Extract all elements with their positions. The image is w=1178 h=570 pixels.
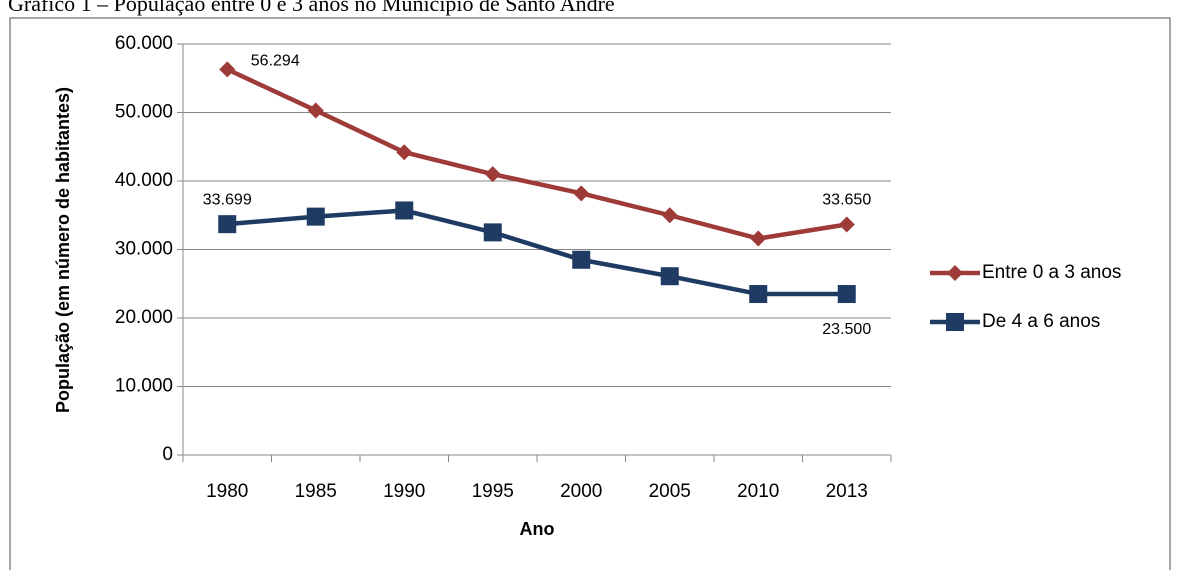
data-point [395,201,414,220]
data-point [661,207,678,224]
legend-label: Entre 0 a 3 anos [982,262,1121,283]
data-point [837,285,856,304]
chart-border [9,17,1171,570]
legend-marker [946,313,964,331]
data-point [484,166,501,183]
data-point [483,223,502,242]
data-point [660,267,679,286]
data-label: 33.699 [203,191,252,208]
y-tick-label: 30.000 [115,239,173,260]
legend-marker [947,265,963,281]
chart-title: Gráfico 1 – População entre 0 e 3 anos n… [8,0,615,16]
data-label: 33.650 [822,192,871,209]
data-point [219,61,236,78]
x-tick-label: 1995 [472,481,514,502]
x-tick-label: 2005 [649,481,691,502]
x-tick-label: 1985 [295,481,337,502]
data-point [307,102,324,119]
y-tick-label: 20.000 [115,307,173,328]
data-point [749,285,768,304]
data-point [838,216,855,233]
x-tick-label: 1980 [206,481,248,502]
x-tick-label: 2013 [826,481,868,502]
y-tick-label: 0 [162,444,173,465]
x-tick-label: 1990 [383,481,425,502]
data-point [396,144,413,161]
data-label: 23.500 [822,321,871,338]
y-tick-label: 10.000 [115,376,173,397]
y-tick-label: 60.000 [115,33,173,54]
data-point [306,207,325,226]
data-point [573,185,590,202]
series-line [227,208,847,297]
data-point [572,250,591,269]
data-point [218,215,237,234]
x-axis-title: Ano [520,519,555,539]
series-line [226,67,848,241]
y-tick-label: 40.000 [115,170,173,191]
legend-label: De 4 a 6 anos [982,311,1100,332]
x-tick-label: 2000 [560,481,602,502]
data-label: 56.294 [251,53,300,70]
data-point [750,230,767,247]
y-tick-label: 50.000 [115,102,173,123]
y-axis-title: População (em número de habitantes) [53,87,73,413]
x-tick-label: 2010 [737,481,779,502]
